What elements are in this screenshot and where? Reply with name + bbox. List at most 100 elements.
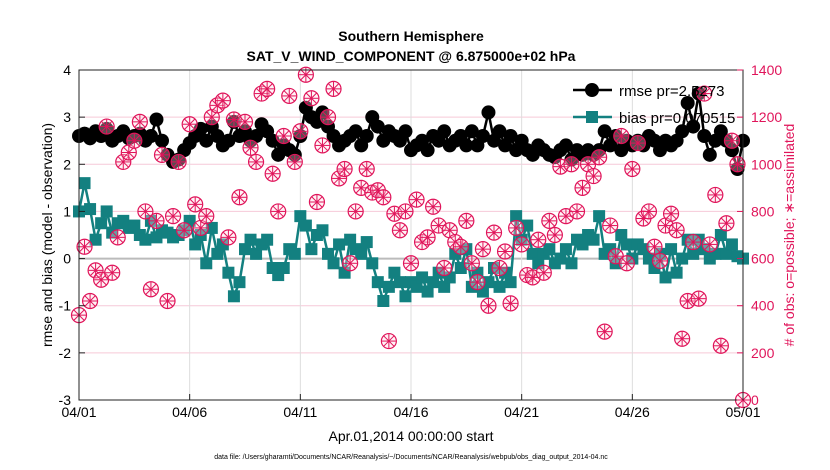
bias-point xyxy=(250,247,263,260)
obs-count-point xyxy=(546,226,563,244)
obs-assimilated-marker xyxy=(162,295,173,307)
bias-point xyxy=(681,233,694,246)
obs-count-point xyxy=(380,332,397,350)
bias-point xyxy=(322,247,334,260)
obs-assimilated-marker xyxy=(200,210,212,222)
y-tick-label: 4 xyxy=(63,62,71,78)
bias-point xyxy=(117,214,130,227)
obs-assimilated-marker xyxy=(649,241,660,253)
bias-point xyxy=(620,238,633,251)
obs-count-point xyxy=(314,137,331,154)
obs-assimilated-marker xyxy=(145,283,157,295)
obs-assimilated-marker xyxy=(106,267,118,279)
bias-point xyxy=(277,262,290,274)
x-tick-label: 04/06 xyxy=(172,404,207,420)
x-tick-label: 04/11 xyxy=(283,404,317,420)
bias-point xyxy=(183,214,196,227)
bias-point xyxy=(189,238,202,251)
obs-assimilated-marker xyxy=(466,257,478,269)
bias-point xyxy=(294,210,307,223)
obs-count-point xyxy=(275,127,292,145)
obs-assimilated-marker xyxy=(615,130,627,142)
obs-count-point xyxy=(319,109,337,126)
obs-assimilated-marker xyxy=(294,125,306,137)
legend-rmse-label: rmse pr=2.5273 xyxy=(619,83,724,100)
obs-count-point xyxy=(286,153,303,171)
obs-count-point xyxy=(491,259,508,277)
obs-count-point xyxy=(131,113,148,130)
obs-assimilated-marker xyxy=(427,201,439,213)
bias-point xyxy=(89,233,102,246)
rmse-point xyxy=(475,129,490,143)
obs-assimilated-marker xyxy=(405,257,417,269)
obs-assimilated-marker xyxy=(184,118,196,130)
obs-assimilated-marker xyxy=(643,206,655,217)
y-right-tick-label: 800 xyxy=(751,203,775,219)
rmse-point xyxy=(398,124,413,139)
obs-assimilated-marker xyxy=(660,220,671,231)
obs-assimilated-marker xyxy=(328,83,339,95)
obs-count-point xyxy=(541,212,558,229)
chart-title: Southern Hemisphere xyxy=(338,28,484,44)
obs-assimilated-marker xyxy=(217,95,229,106)
bias-point xyxy=(587,233,600,246)
y-right-tick-label: 600 xyxy=(751,251,775,267)
obs-assimilated-marker xyxy=(604,220,616,231)
obs-assimilated-marker xyxy=(84,295,96,307)
obs-assimilated-marker xyxy=(676,333,688,345)
obs-assimilated-marker xyxy=(665,208,677,220)
obs-assimilated-marker xyxy=(455,241,467,253)
obs-assimilated-marker xyxy=(543,215,555,227)
rmse-point xyxy=(420,143,435,158)
obs-count-point xyxy=(425,198,442,215)
obs-count-point xyxy=(281,87,298,105)
obs-assimilated-marker xyxy=(521,269,533,281)
obs-assimilated-marker xyxy=(278,130,290,142)
obs-assimilated-marker xyxy=(267,168,279,180)
bias-point xyxy=(687,247,700,260)
obs-assimilated-marker xyxy=(112,232,124,243)
obs-count-point xyxy=(613,127,630,145)
bias-point xyxy=(211,247,224,260)
obs-assimilated-marker xyxy=(117,156,129,168)
rmse-point xyxy=(359,129,374,143)
obs-count-point xyxy=(192,219,209,237)
y-axis-right-label: # of obs: o=possible; ∗=assimilated xyxy=(781,124,797,347)
bias-point xyxy=(476,285,489,298)
obs-assimilated-marker xyxy=(283,90,295,102)
bias-point xyxy=(78,177,91,190)
bias-point xyxy=(377,295,390,307)
bias-point xyxy=(338,266,351,279)
obs-assimilated-marker xyxy=(483,300,494,312)
obs-count-point xyxy=(153,146,171,163)
rmse-point xyxy=(481,105,496,120)
obs-assimilated-marker xyxy=(306,92,317,104)
bias-point xyxy=(714,229,727,241)
obs-assimilated-marker xyxy=(128,135,140,147)
obs-assimilated-marker xyxy=(140,206,151,217)
bias-point xyxy=(504,276,517,289)
x-tick-label: 04/01 xyxy=(61,404,96,420)
bias-point xyxy=(576,238,589,251)
y-right-tick-label: 1200 xyxy=(751,109,782,125)
obs-count-point xyxy=(712,337,729,354)
obs-count-point xyxy=(347,203,364,220)
obs-assimilated-marker xyxy=(101,121,113,132)
rmse-point xyxy=(686,119,701,134)
obs-assimilated-marker xyxy=(366,187,378,198)
obs-assimilated-marker xyxy=(361,163,373,175)
obs-count-point xyxy=(187,196,204,213)
obs-count-point xyxy=(170,153,187,171)
obs-count-point xyxy=(104,264,121,281)
obs-count-point xyxy=(696,85,713,102)
y-tick-label: 2 xyxy=(63,156,71,172)
obs-assimilated-marker xyxy=(571,206,583,217)
obs-count-point xyxy=(530,231,547,248)
obs-assimilated-marker xyxy=(206,111,218,123)
obs-assimilated-marker xyxy=(79,241,90,253)
obs-count-point xyxy=(591,149,608,166)
obs-assimilated-marker xyxy=(671,224,682,236)
obs-count-point xyxy=(596,323,613,340)
y-tick-label: -2 xyxy=(59,345,72,361)
